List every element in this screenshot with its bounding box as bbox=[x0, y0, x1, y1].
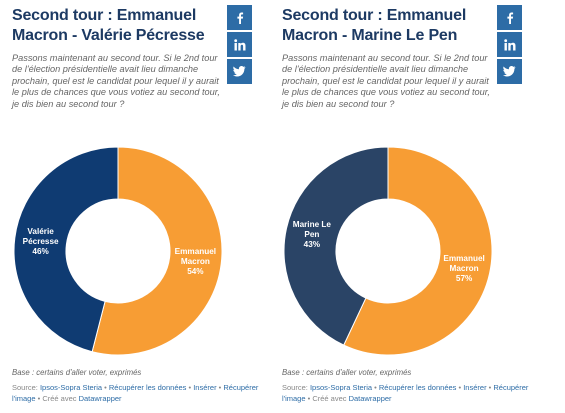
separator: • bbox=[372, 383, 379, 392]
datawrapper-link[interactable]: Datawrapper bbox=[348, 393, 392, 403]
separator: • bbox=[186, 383, 194, 392]
source-prefix: Source: bbox=[12, 383, 40, 392]
insert-link[interactable]: Insérer bbox=[193, 383, 217, 392]
insert-link[interactable]: Insérer bbox=[463, 383, 487, 392]
linkedin-share-button[interactable] bbox=[227, 32, 252, 57]
segment-label-emmanuel-macron: Emmanuel Macron 54% bbox=[175, 247, 216, 276]
download-data-link[interactable]: Récupérer les données bbox=[108, 383, 187, 392]
chart-source-note: Source: Ipsos-Sopra Steria • Récupérer l… bbox=[282, 383, 534, 404]
social-share-bar bbox=[227, 5, 252, 86]
donut-chart: Emmanuel Macron 57% Marine Le Pen 43% bbox=[283, 146, 493, 356]
source-link[interactable]: Ipsos-Sopra Steria bbox=[309, 383, 373, 392]
separator: • bbox=[216, 383, 224, 392]
chart-panel-macron-le-pen: Second tour : Emmanuel Macron - Marine L… bbox=[270, 0, 540, 413]
donut-segment-marine-le-pen bbox=[283, 146, 389, 346]
twitter-icon bbox=[503, 66, 516, 77]
facebook-share-button[interactable] bbox=[227, 5, 252, 30]
source-prefix: Source: bbox=[282, 383, 310, 392]
donut-segment-emmanuel-macron bbox=[91, 146, 223, 356]
created-with-text: • Créé avec bbox=[305, 393, 349, 403]
chart-description: Passons maintenant au second tour. Si le… bbox=[12, 53, 220, 109]
separator: • bbox=[102, 383, 109, 392]
segment-label-valerie-pecresse: Valérie Pécresse 46% bbox=[23, 227, 59, 256]
datawrapper-link[interactable]: Datawrapper bbox=[78, 393, 122, 403]
twitter-icon bbox=[233, 66, 246, 77]
donut-segment-emmanuel-macron bbox=[343, 146, 493, 356]
segment-label-marine-le-pen: Marine Le Pen 43% bbox=[293, 220, 332, 249]
linkedin-icon bbox=[233, 38, 245, 50]
twitter-share-button[interactable] bbox=[497, 59, 522, 84]
linkedin-icon bbox=[503, 38, 515, 50]
linkedin-share-button[interactable] bbox=[497, 32, 522, 57]
social-share-bar bbox=[497, 5, 522, 86]
donut-segment-valerie-pecresse bbox=[13, 146, 119, 353]
chart-base-note: Base : certains d'aller voter, exprimés bbox=[282, 368, 412, 377]
donut-chart: Emmanuel Macron 54% Valérie Pécresse 46% bbox=[13, 146, 223, 356]
chart-description: Passons maintenant au second tour. Si le… bbox=[282, 53, 490, 109]
chart-title: Second tour : Emmanuel Macron - Marine L… bbox=[282, 7, 467, 44]
download-data-link[interactable]: Récupérer les données bbox=[378, 383, 457, 392]
separator: • bbox=[456, 383, 464, 392]
facebook-icon bbox=[506, 12, 513, 24]
chart-source-note: Source: Ipsos-Sopra Steria • Récupérer l… bbox=[12, 383, 264, 404]
chart-base-note: Base : certains d'aller voter, exprimés bbox=[12, 368, 142, 377]
facebook-icon bbox=[236, 12, 243, 24]
source-link[interactable]: Ipsos-Sopra Steria bbox=[39, 383, 103, 392]
download-image-link[interactable]: Récupérer l'image bbox=[12, 383, 259, 403]
download-image-link[interactable]: Récupérer l'image bbox=[282, 383, 529, 403]
chart-panel-macron-pecresse: Second tour : Emmanuel Macron - Valérie … bbox=[0, 0, 270, 413]
twitter-share-button[interactable] bbox=[227, 59, 252, 84]
created-with-text: • Créé avec bbox=[35, 393, 79, 403]
separator: • bbox=[486, 383, 494, 392]
facebook-share-button[interactable] bbox=[497, 5, 522, 30]
chart-title: Second tour : Emmanuel Macron - Valérie … bbox=[12, 7, 205, 44]
segment-label-emmanuel-macron: Emmanuel Macron 57% bbox=[443, 254, 484, 283]
